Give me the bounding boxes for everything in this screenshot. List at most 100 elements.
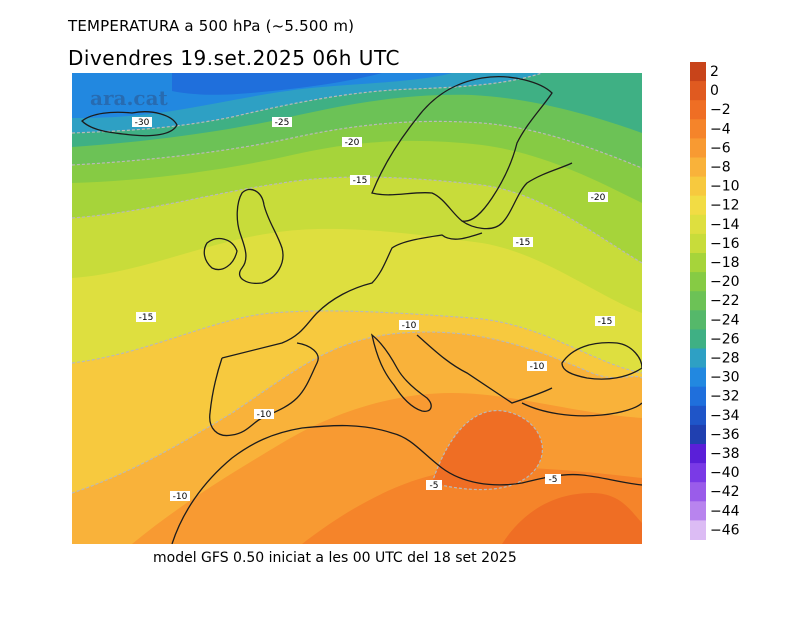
legend-swatch bbox=[690, 501, 706, 521]
legend-label: −44 bbox=[710, 503, 740, 519]
legend-swatch bbox=[690, 463, 706, 483]
contour-label: -5 bbox=[426, 480, 442, 491]
legend-swatch bbox=[690, 310, 706, 330]
coastline-balkans bbox=[416, 334, 553, 404]
isoline-minus-5 bbox=[431, 409, 543, 491]
contour-label: -10 bbox=[399, 320, 419, 331]
legend-label: −38 bbox=[710, 446, 740, 462]
contour-labels: -30 -25 -20 -15 -20 -15 -15 -10 -15 -10 … bbox=[132, 117, 615, 502]
model-info-footer: model GFS 0.50 iniciat a les 00 UTC del … bbox=[153, 550, 517, 566]
legend-label: −6 bbox=[710, 140, 731, 156]
contour-label: -15 bbox=[136, 312, 156, 323]
contour-label: -10 bbox=[170, 491, 190, 502]
isoline-minus-15 bbox=[72, 310, 642, 374]
legend-swatch bbox=[690, 233, 706, 254]
legend-swatch bbox=[690, 176, 706, 197]
coastline-baltic bbox=[461, 162, 573, 230]
contour-label: -25 bbox=[272, 117, 292, 128]
legend-swatch bbox=[690, 62, 706, 82]
svg-text:-10: -10 bbox=[173, 492, 188, 502]
legend-swatch bbox=[690, 253, 706, 273]
legend-swatch bbox=[690, 81, 706, 101]
coastline-scandinavia bbox=[371, 76, 553, 222]
band-minus-4b bbox=[502, 493, 642, 544]
legend-label: −10 bbox=[710, 179, 740, 195]
contour-label: -10 bbox=[527, 361, 547, 372]
svg-text:-15: -15 bbox=[516, 238, 531, 248]
legend-swatch bbox=[690, 520, 706, 540]
legend-swatch bbox=[690, 272, 706, 292]
legend-label: −14 bbox=[710, 217, 740, 233]
legend-swatch bbox=[690, 157, 706, 178]
coastline-great-britain bbox=[236, 188, 284, 284]
coastline-continent bbox=[221, 232, 483, 359]
legend-label: −40 bbox=[710, 465, 740, 481]
band-minus-4 bbox=[432, 410, 543, 490]
isoline-minus-20 bbox=[72, 176, 642, 264]
legend-label: −26 bbox=[710, 331, 740, 347]
legend-swatch bbox=[690, 482, 706, 502]
legend-swatch bbox=[690, 291, 706, 311]
coastline-iceland bbox=[81, 111, 178, 137]
isoline-minus-25 bbox=[72, 120, 642, 169]
legend-swatch bbox=[690, 405, 706, 426]
legend-label: −4 bbox=[710, 121, 731, 137]
svg-text:-10: -10 bbox=[530, 362, 545, 372]
legend-swatch bbox=[690, 348, 706, 369]
temperature-map: -30 -25 -20 -15 -20 -15 -15 -10 -15 -10 … bbox=[72, 73, 642, 544]
svg-text:-15: -15 bbox=[139, 313, 154, 323]
coastline-cyprus-turkey bbox=[521, 402, 642, 417]
legend-label: −34 bbox=[710, 408, 740, 424]
contour-label: -5 bbox=[545, 474, 561, 485]
coastline-italy bbox=[370, 333, 432, 412]
color-legend: 2 0 −2 −4 −6 −8 −10 −12 −14 −16 −18 −20 −22 −24 −26 −28… bbox=[690, 62, 740, 540]
legend-swatch bbox=[690, 195, 706, 216]
svg-text:-5: -5 bbox=[430, 481, 439, 491]
band-minus-30 bbox=[72, 73, 452, 118]
svg-text:-5: -5 bbox=[549, 475, 558, 485]
legend-swatch bbox=[690, 329, 706, 349]
svg-text:-10: -10 bbox=[257, 410, 272, 420]
chart-subtitle: Divendres 19.set.2025 06h UTC bbox=[68, 46, 400, 70]
svg-text:-15: -15 bbox=[598, 317, 613, 327]
legend-label: −42 bbox=[710, 484, 740, 500]
legend-swatch bbox=[690, 138, 706, 158]
legend-swatch bbox=[690, 100, 706, 120]
legend-label: −36 bbox=[710, 427, 740, 443]
legend-swatch bbox=[690, 444, 706, 464]
legend-label: −20 bbox=[710, 274, 740, 290]
legend-label: 2 bbox=[710, 64, 719, 80]
contour-label: -30 bbox=[132, 117, 152, 128]
contour-label: -15 bbox=[350, 175, 370, 186]
legend-swatch bbox=[690, 214, 706, 235]
legend-label: −16 bbox=[710, 236, 740, 252]
isoline-minus-30 bbox=[72, 73, 543, 134]
legend-label: −8 bbox=[710, 160, 731, 176]
legend-label: −24 bbox=[710, 312, 740, 328]
legend-label: −30 bbox=[710, 370, 740, 386]
svg-text:-25: -25 bbox=[275, 118, 290, 128]
chart-title: TEMPERATURA a 500 hPa (~5.500 m) bbox=[68, 17, 355, 35]
contour-label: -10 bbox=[254, 409, 274, 420]
isoline-minus-10 bbox=[72, 331, 642, 494]
contour-label: -15 bbox=[513, 237, 533, 248]
svg-text:-20: -20 bbox=[345, 138, 360, 148]
legend-swatch bbox=[690, 119, 706, 139]
coastline-ireland bbox=[203, 237, 238, 271]
legend-label: 0 bbox=[710, 83, 719, 99]
legend-label: −46 bbox=[710, 522, 740, 538]
legend-label: −2 bbox=[710, 102, 731, 118]
contour-label: -20 bbox=[588, 192, 608, 203]
legend-label: −22 bbox=[710, 293, 740, 309]
legend-swatch bbox=[690, 424, 706, 445]
legend-label: −28 bbox=[710, 351, 740, 367]
legend-label: −32 bbox=[710, 389, 740, 405]
band-minus-32 bbox=[172, 73, 382, 95]
coastline-north-africa bbox=[171, 424, 642, 544]
svg-text:-30: -30 bbox=[135, 118, 150, 128]
watermark-logo: ara.cat bbox=[90, 86, 168, 110]
legend-swatch bbox=[690, 386, 706, 407]
svg-text:-10: -10 bbox=[402, 321, 417, 331]
svg-text:-20: -20 bbox=[591, 193, 606, 203]
svg-text:-15: -15 bbox=[353, 176, 368, 186]
